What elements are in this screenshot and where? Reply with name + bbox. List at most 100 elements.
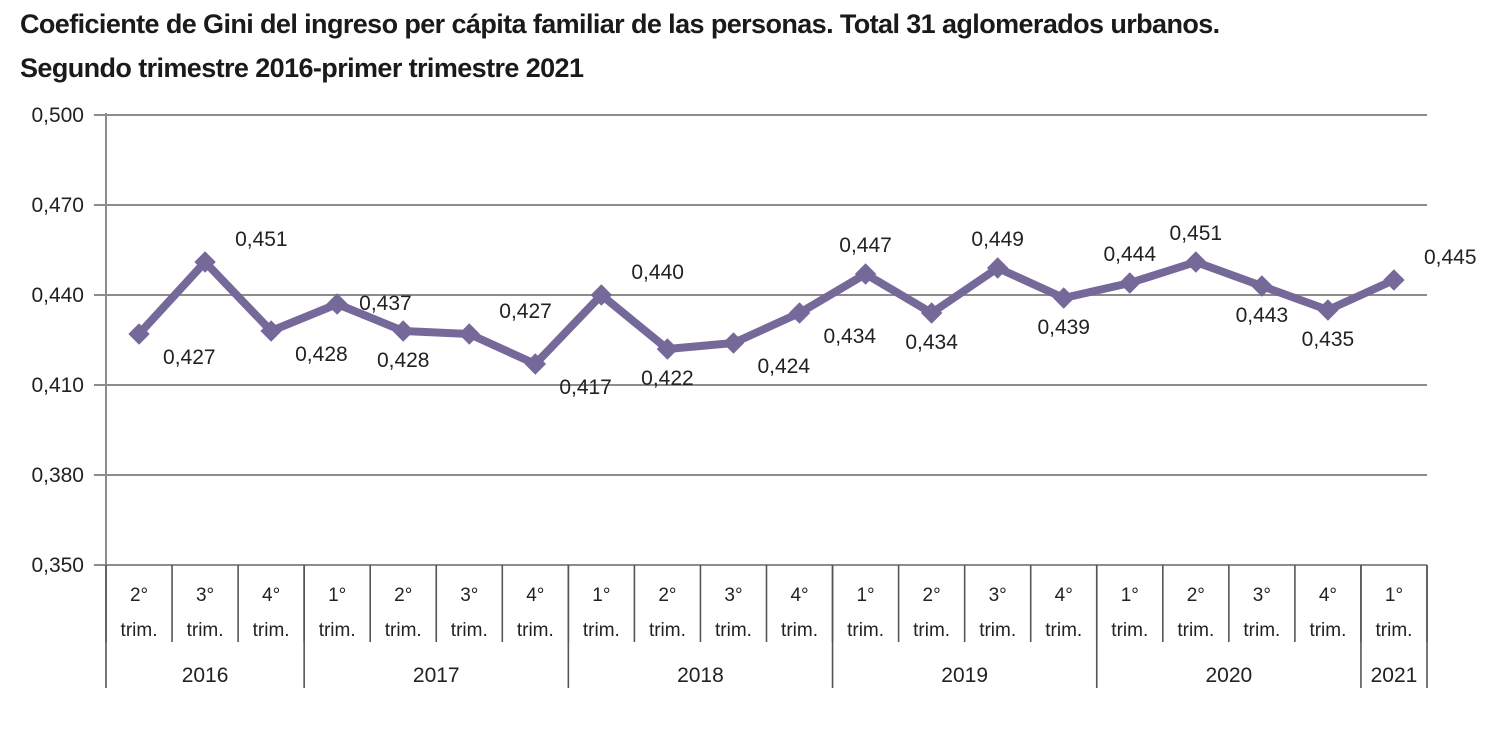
x-tick-trim: trim.	[451, 620, 488, 641]
chart-title: Coeficiente de Gini del ingreso per cápi…	[20, 2, 1480, 90]
x-tick-trim: trim.	[253, 620, 290, 641]
x-tick-trim: trim.	[121, 620, 158, 641]
x-tick-quarter: 4°	[790, 585, 808, 606]
data-label: 0,427	[163, 346, 216, 369]
x-tick-trim: trim.	[1243, 620, 1280, 641]
x-tick-quarter: 2°	[130, 585, 148, 606]
data-label: 0,428	[295, 343, 348, 366]
x-tick-trim: trim.	[1111, 620, 1148, 641]
data-label: 0,417	[559, 376, 612, 399]
x-tick-quarter: 3°	[989, 585, 1007, 606]
x-tick-quarter: 3°	[196, 585, 214, 606]
data-point-marker	[260, 320, 282, 342]
x-tick-trim: trim.	[1309, 620, 1346, 641]
data-label: 0,424	[757, 355, 810, 378]
data-label: 0,434	[824, 325, 877, 348]
data-point-marker	[458, 323, 480, 345]
data-point-marker	[854, 263, 877, 285]
data-point-marker	[986, 257, 1009, 279]
x-tick-quarter: 2°	[658, 585, 676, 606]
data-label: 0,451	[1170, 222, 1223, 245]
year-label: 2019	[941, 664, 988, 687]
x-tick-quarter: 4°	[1055, 585, 1073, 606]
x-tick-trim: trim.	[649, 620, 686, 641]
x-tick-quarter: 1°	[856, 585, 874, 606]
x-tick-trim: trim.	[385, 620, 422, 641]
year-label: 2018	[677, 664, 724, 687]
data-point-marker	[920, 302, 943, 324]
data-point-marker	[1251, 275, 1273, 297]
data-point-marker	[590, 284, 613, 306]
data-point-marker	[722, 332, 745, 354]
data-label: 0,449	[971, 228, 1024, 251]
x-tick-quarter: 2°	[394, 585, 412, 606]
chart-title-line-2: Segundo trimestre 2016-primer trimestre …	[20, 53, 584, 83]
data-point-marker	[392, 320, 414, 342]
series-gini	[128, 251, 1405, 375]
year-label: 2021	[1371, 664, 1418, 687]
x-axis: 2° trim. 3° trim. 4° trim. 1° trim. 2° trim. 3° tri…	[105, 565, 1428, 688]
data-label: 0,445	[1424, 246, 1477, 269]
data-point-marker	[1119, 272, 1141, 294]
y-axis: 0,500 0,470 0,440 0,410 0,380 0,350	[31, 104, 107, 577]
x-tick-quarter: 4°	[262, 585, 280, 606]
data-label: 0,451	[235, 228, 288, 251]
x-tick-trim: trim.	[1177, 620, 1214, 641]
x-tick-quarter: 3°	[1253, 585, 1271, 606]
data-labels: 0,427 0,451 0,428 0,437 0,428 0,427 0,417 0,440…	[163, 222, 1477, 399]
x-tick-quarter: 3°	[460, 585, 478, 606]
data-point-marker	[1317, 299, 1339, 321]
x-tick-quarter: 1°	[328, 585, 346, 606]
x-tick-trim: trim.	[187, 620, 224, 641]
x-tick-quarter: 2°	[923, 585, 941, 606]
x-tick-trim: trim.	[583, 620, 620, 641]
grid-lines	[94, 114, 1427, 566]
x-tick-trim: trim.	[979, 620, 1016, 641]
year-label: 2016	[182, 664, 229, 687]
x-tick-trim: trim.	[781, 620, 818, 641]
y-tick-label: 0,440	[31, 284, 84, 307]
x-tick-trim: trim.	[319, 620, 356, 641]
data-label: 0,439	[1037, 316, 1090, 339]
y-tick-label: 0,350	[31, 554, 84, 577]
y-tick-label: 0,500	[31, 104, 84, 127]
x-tick-quarter: 3°	[724, 585, 742, 606]
data-point-marker	[524, 353, 547, 375]
x-tick-quarter: 1°	[1385, 585, 1403, 606]
data-label: 0,440	[631, 261, 684, 284]
data-point-marker	[1053, 287, 1075, 309]
year-label: 2020	[1205, 664, 1252, 687]
data-point-marker	[656, 338, 679, 360]
x-tick-quarter: 1°	[592, 585, 610, 606]
x-tick-trim: trim.	[1376, 620, 1413, 641]
y-tick-label: 0,470	[31, 194, 84, 217]
x-tick-trim: trim.	[913, 620, 950, 641]
y-tick-label: 0,380	[31, 464, 84, 487]
data-label: 0,428	[377, 349, 430, 372]
x-tick-quarter: 1°	[1121, 585, 1139, 606]
data-label: 0,444	[1103, 243, 1156, 266]
data-point-marker	[326, 293, 348, 315]
chart-title-line-1: Coeficiente de Gini del ingreso per cápi…	[20, 9, 1220, 39]
x-tick-trim: trim.	[715, 620, 752, 641]
data-point-marker	[194, 251, 216, 273]
data-point-marker	[1383, 269, 1405, 291]
data-label: 0,422	[641, 367, 694, 390]
x-tick-trim: trim.	[1045, 620, 1082, 641]
data-label: 0,447	[839, 234, 892, 257]
x-tick-trim: trim.	[517, 620, 554, 641]
data-label: 0,443	[1236, 304, 1289, 327]
series-line	[135, 258, 1398, 368]
x-tick-quarter: 4°	[526, 585, 544, 606]
data-point-marker	[788, 302, 811, 324]
data-label: 0,435	[1302, 328, 1355, 351]
y-tick-label: 0,410	[31, 374, 84, 397]
x-tick-quarter: 2°	[1187, 585, 1205, 606]
x-tick-quarter: 4°	[1319, 585, 1337, 606]
year-label: 2017	[413, 664, 460, 687]
data-point-marker	[128, 323, 150, 345]
data-label: 0,437	[359, 292, 412, 315]
data-point-marker	[1185, 251, 1207, 273]
data-label: 0,434	[905, 331, 958, 354]
